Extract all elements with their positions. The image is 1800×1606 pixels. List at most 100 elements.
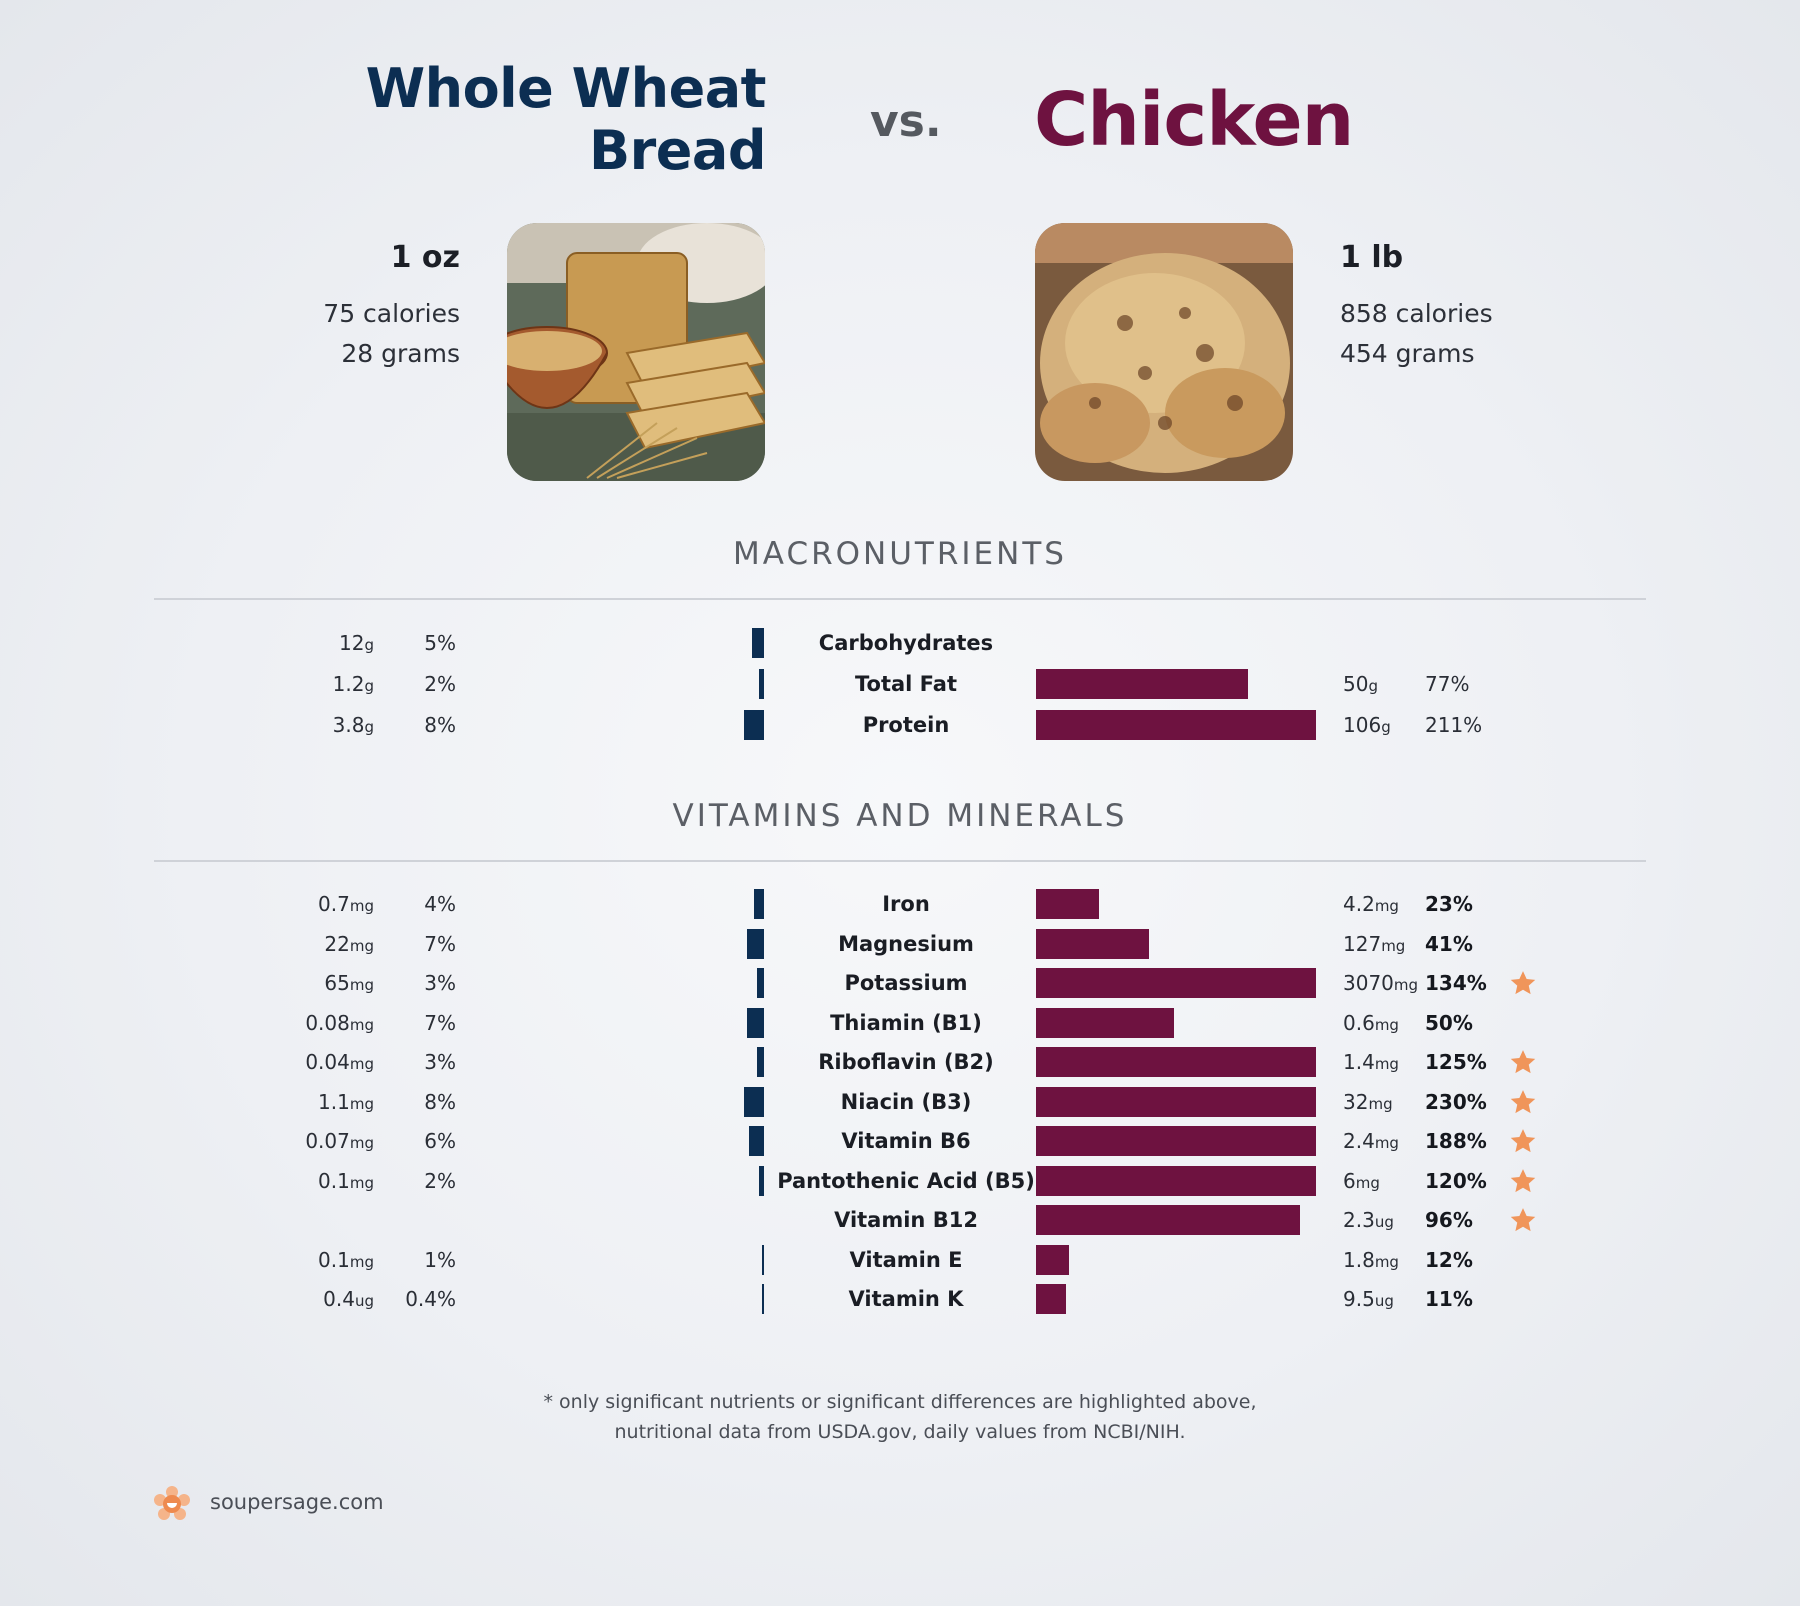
nutrient-row: 3.8g 8% Protein 106g 211% bbox=[0, 705, 1800, 745]
right-amount: 0.6mg bbox=[1343, 1010, 1399, 1035]
left-amount: 0.4ug bbox=[323, 1287, 374, 1311]
right-percent: 11% bbox=[1425, 1287, 1473, 1311]
macronutrients-heading: MACRONUTRIENTS bbox=[733, 536, 1067, 572]
right-bar bbox=[1036, 968, 1316, 998]
nutrient-row: Vitamin B12 2.3ug 96% bbox=[0, 1200, 1800, 1240]
nutrient-row: 0.1mg 1% Vitamin E 1.8mg 12% bbox=[0, 1240, 1800, 1280]
left-amount-unit: ug bbox=[354, 1292, 374, 1310]
left-percent: 6% bbox=[424, 1129, 456, 1153]
left-food-title-line1: Whole Wheat bbox=[365, 57, 767, 120]
right-bar bbox=[1036, 1086, 1316, 1117]
left-amount: 0.07mg bbox=[305, 1129, 374, 1153]
right-percent: 96% bbox=[1425, 1208, 1473, 1232]
right-bar bbox=[1036, 889, 1100, 919]
right-serving: 1 lb bbox=[1340, 240, 1404, 275]
nutrient-name: Niacin (B3) bbox=[840, 1089, 972, 1114]
brand-site: soupersage.com bbox=[210, 1490, 384, 1514]
right-amount-unit: g bbox=[1368, 677, 1378, 695]
left-info: 75 calories 28 grams bbox=[323, 294, 460, 374]
nutrient-name: Carbohydrates bbox=[818, 631, 994, 655]
left-grams: 28 grams bbox=[341, 339, 460, 368]
nutrient-name: Protein bbox=[862, 713, 950, 737]
right-bar bbox=[1036, 1126, 1316, 1156]
vitamins-divider bbox=[154, 860, 1646, 862]
right-amount: 3070mg bbox=[1343, 971, 1419, 995]
nutrient-row: 0.7mg 4% Iron 4.2mg 23% bbox=[0, 884, 1800, 924]
left-amount: 0.1mg bbox=[318, 1247, 374, 1272]
right-bar bbox=[1036, 1165, 1316, 1196]
nutrient-name: Magnesium bbox=[838, 931, 974, 956]
right-amount: 4.2mg bbox=[1343, 892, 1399, 916]
right-amount-unit: mg bbox=[1374, 1252, 1399, 1271]
right-percent: 125% bbox=[1425, 1050, 1487, 1074]
right-amount: 6mg bbox=[1343, 1168, 1380, 1193]
nutrient-name: Vitamin K bbox=[848, 1287, 964, 1311]
nutrient-row: 1.1mg 8% Niacin (B3) 32mg 230% bbox=[0, 1082, 1800, 1122]
left-serving: 1 oz bbox=[390, 240, 460, 275]
right-percent: 50% bbox=[1425, 1010, 1473, 1035]
left-percent: 2% bbox=[424, 1168, 456, 1193]
left-amount-unit: mg bbox=[349, 976, 374, 994]
left-bar bbox=[756, 1047, 764, 1077]
right-amount-unit: mg bbox=[1374, 1134, 1399, 1152]
right-amount-unit: mg bbox=[1381, 936, 1406, 955]
left-amount: 3.8g bbox=[332, 713, 374, 737]
bread-photo-icon bbox=[507, 223, 765, 481]
star-icon bbox=[1508, 968, 1538, 998]
left-percent: 7% bbox=[424, 1010, 456, 1035]
right-amount-unit: mg bbox=[1355, 1173, 1380, 1192]
right-amount: 9.5ug bbox=[1343, 1287, 1394, 1311]
left-percent: 1% bbox=[424, 1247, 456, 1272]
right-info: 858 calories 454 grams bbox=[1340, 294, 1493, 374]
nutrient-row: 0.08mg 7% Thiamin (B1) 0.6mg 50% bbox=[0, 1003, 1800, 1043]
footnote-line2: nutritional data from USDA.gov, daily va… bbox=[614, 1421, 1186, 1443]
right-amount-unit: mg bbox=[1374, 897, 1399, 915]
left-amount: 0.08mg bbox=[305, 1010, 374, 1035]
right-bar bbox=[1036, 1205, 1300, 1235]
right-amount-unit: ug bbox=[1374, 1213, 1394, 1231]
right-percent: 120% bbox=[1425, 1168, 1487, 1193]
nutrient-row: 0.1mg 2% Pantothenic Acid (B5) 6mg 120% bbox=[0, 1161, 1800, 1201]
right-amount: 32mg bbox=[1343, 1089, 1393, 1114]
right-amount: 2.3ug bbox=[1343, 1208, 1394, 1232]
nutrient-name: Iron bbox=[882, 892, 930, 916]
nutrient-name: Vitamin E bbox=[849, 1247, 963, 1272]
left-amount-unit: mg bbox=[349, 1015, 374, 1034]
right-amount: 1.4mg bbox=[1343, 1050, 1399, 1074]
left-percent: 8% bbox=[424, 1089, 456, 1114]
left-bar bbox=[744, 710, 764, 740]
left-amount: 0.04mg bbox=[305, 1050, 374, 1074]
footnote: * only significant nutrients or signific… bbox=[0, 1387, 1800, 1447]
nutrient-name: Riboflavin (B2) bbox=[818, 1050, 994, 1074]
right-percent: 211% bbox=[1425, 713, 1483, 737]
vitamins-heading: VITAMINS AND MINERALS bbox=[672, 798, 1128, 834]
right-calories: 858 calories bbox=[1340, 299, 1493, 328]
left-percent: 2% bbox=[424, 672, 456, 696]
nutrient-name: Thiamin (B1) bbox=[830, 1010, 982, 1035]
right-food-title: Chicken bbox=[1034, 77, 1354, 163]
left-amount: 1.1mg bbox=[318, 1089, 374, 1114]
nutrient-row: 22mg 7% Magnesium 127mg 41% bbox=[0, 924, 1800, 964]
left-amount-unit: mg bbox=[349, 897, 374, 915]
vs-label: vs. bbox=[870, 96, 942, 147]
nutrient-row: 12g 5% Carbohydrates bbox=[0, 623, 1800, 663]
nutrient-row: 1.2g 2% Total Fat 50g 77% bbox=[0, 664, 1800, 704]
left-bar bbox=[744, 1086, 764, 1117]
left-bar bbox=[749, 1126, 764, 1156]
footnote-line1: * only significant nutrients or signific… bbox=[543, 1391, 1257, 1413]
left-percent: 4% bbox=[424, 892, 456, 916]
left-percent: 5% bbox=[424, 631, 456, 655]
right-amount-unit: g bbox=[1381, 718, 1391, 736]
left-amount-unit: g bbox=[364, 677, 374, 695]
star-icon bbox=[1508, 1166, 1538, 1196]
right-amount: 1.8mg bbox=[1343, 1247, 1399, 1272]
right-grams: 454 grams bbox=[1340, 339, 1475, 368]
right-percent: 12% bbox=[1425, 1247, 1473, 1272]
left-amount-unit: g bbox=[364, 636, 374, 654]
left-percent: 7% bbox=[424, 931, 456, 956]
soupersage-logo-icon bbox=[154, 1486, 190, 1522]
left-amount: 0.1mg bbox=[318, 1168, 374, 1193]
right-bar bbox=[1036, 1007, 1174, 1038]
left-bar bbox=[754, 889, 764, 919]
nutrient-row: 0.07mg 6% Vitamin B6 2.4mg 188% bbox=[0, 1121, 1800, 1161]
